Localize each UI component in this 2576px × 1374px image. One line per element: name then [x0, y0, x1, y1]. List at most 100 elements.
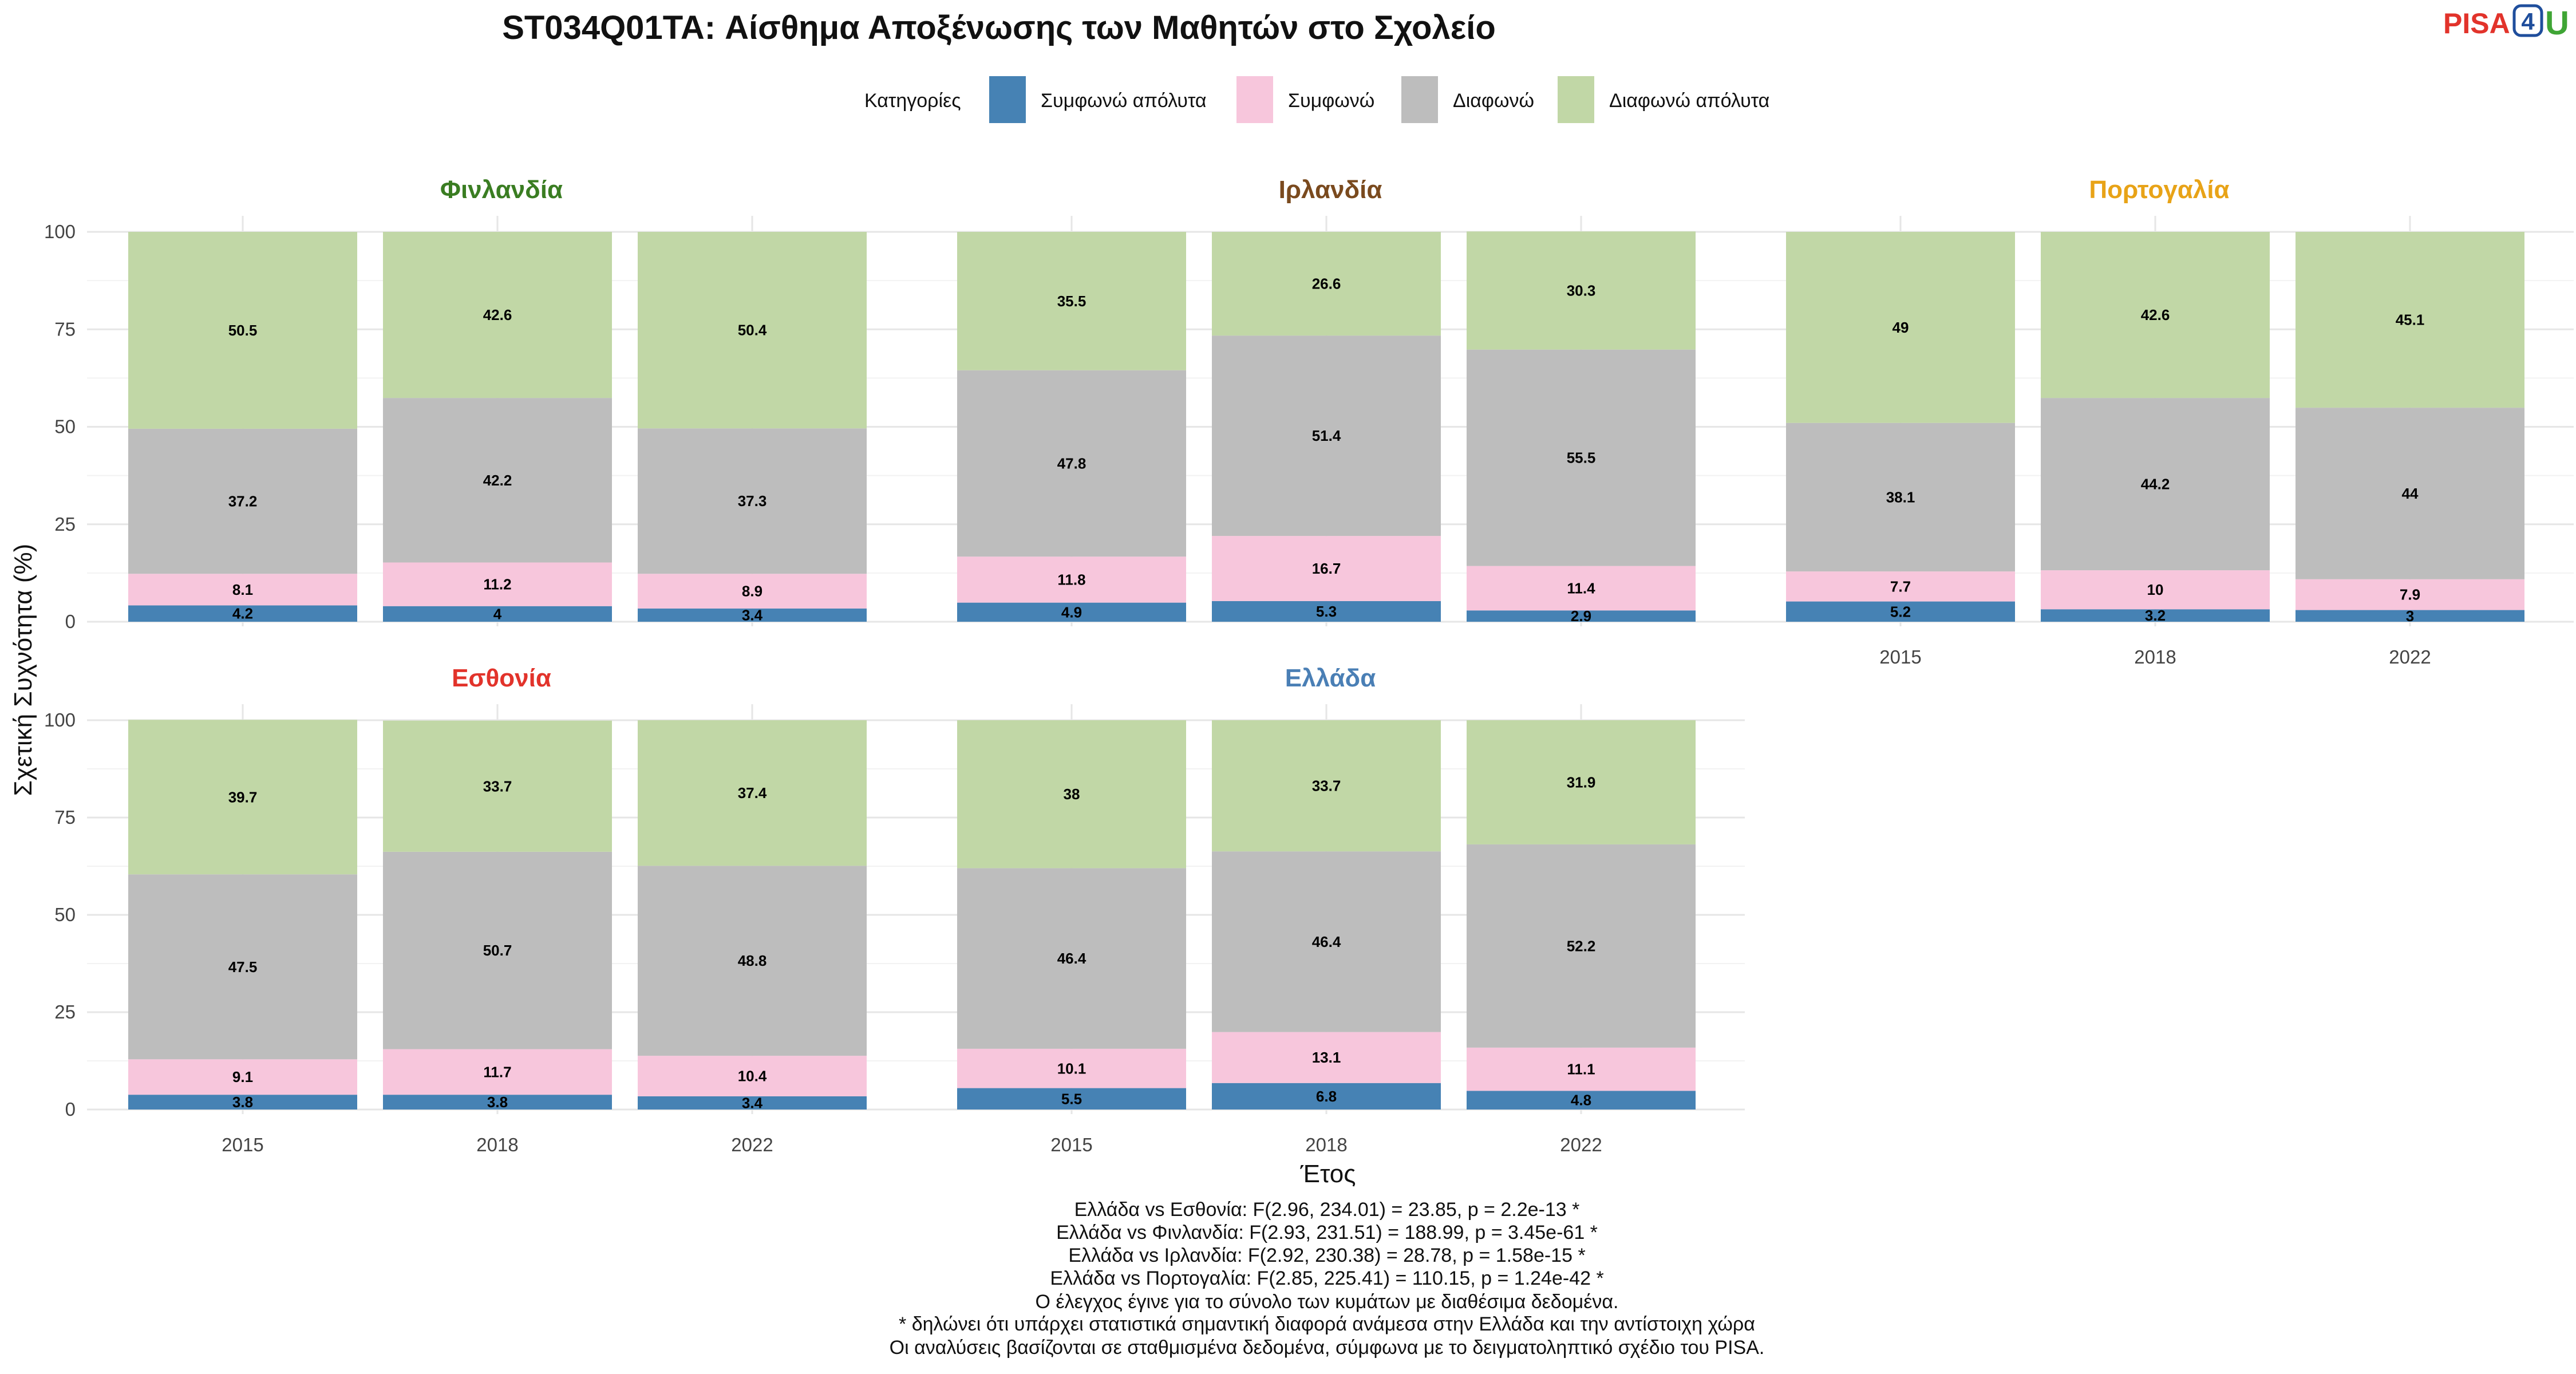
bar-label-2-2018-3: 51.4 [1312, 427, 1341, 444]
annotation-2: Ελλάδα vs Φινλανδία: F(2.93, 231.51) = 1… [1056, 1222, 1598, 1243]
logo-4-text: 4 [2521, 8, 2535, 35]
bar-segment-5-2022-2 [1467, 1047, 1696, 1091]
y-tick-label-4-2: 25 [54, 1001, 76, 1022]
bar-segment-2-2015-4 [957, 232, 1186, 370]
bar-segment-3-2018-4 [2041, 232, 2270, 398]
bar-segment-2-2018-1 [1212, 601, 1441, 622]
y-tick-label-4-4: 75 [54, 807, 76, 828]
facet-title-2: Ιρλανδία [1279, 176, 1382, 204]
annotation-3: Ελλάδα vs Ιρλανδία: F(2.92, 230.38) = 28… [1068, 1245, 1585, 1266]
bar-segment-4-2015-3 [128, 874, 357, 1060]
annotation-6: * δηλώνει ότι υπάρχει στατιστικά σημαντι… [899, 1313, 1755, 1335]
bar-label-3-2022-2: 7.9 [2400, 586, 2420, 603]
bar-segment-1-2022-3 [638, 428, 867, 574]
bar-segment-5-2015-1 [957, 1088, 1186, 1110]
legend-swatch-1 [989, 76, 1026, 123]
bar-segment-1-2018-2 [383, 562, 612, 606]
y-axis-title: Σχετική Συχνότητα (%) [9, 544, 37, 796]
bar-label-4-2018-1: 3.8 [487, 1093, 508, 1111]
bar-segment-5-2018-4 [1212, 720, 1441, 852]
bar-label-5-2018-1: 6.8 [1316, 1088, 1337, 1105]
bar-segment-2-2018-2 [1212, 536, 1441, 601]
bar-segment-3-2022-2 [2296, 579, 2524, 610]
bar-segment-3-2022-3 [2296, 408, 2524, 579]
bar-label-4-2022-1: 3.4 [742, 1094, 763, 1111]
x-tick-label-5-2: 2018 [1305, 1134, 1347, 1155]
y-tick-label-4-3: 50 [54, 904, 76, 925]
bar-label-3-2015-2: 7.7 [1890, 578, 1911, 595]
bar-segment-4-2018-2 [383, 1049, 612, 1095]
bar-segment-1-2018-3 [383, 398, 612, 563]
legend-swatch-4 [1558, 76, 1594, 123]
bar-segment-2-2022-1 [1467, 610, 1696, 622]
x-tick-label-3-2: 2018 [2134, 646, 2176, 668]
bar-segment-4-2022-3 [638, 866, 867, 1056]
bar-segment-3-2018-2 [2041, 570, 2270, 610]
legend-title: Κατηγορίες [864, 90, 961, 112]
bar-label-1-2022-2: 8.9 [742, 583, 762, 600]
bar-label-2-2022-4: 30.3 [1567, 282, 1596, 299]
bar-label-4-2022-3: 48.8 [738, 952, 767, 969]
bar-segment-1-2015-2 [128, 574, 357, 606]
bar-label-3-2022-1: 3 [2406, 607, 2414, 625]
bar-label-2-2015-2: 11.8 [1057, 571, 1085, 588]
bar-label-1-2022-4: 50.4 [738, 322, 767, 339]
legend-label-1: Συμφωνώ απόλυτα [1041, 90, 1207, 112]
logo-u-text: U [2545, 5, 2569, 42]
bar-label-4-2015-3: 47.5 [228, 958, 258, 976]
bar-label-2-2018-2: 16.7 [1312, 560, 1341, 577]
bar-label-4-2018-4: 33.7 [483, 777, 512, 795]
bar-label-5-2018-3: 46.4 [1312, 933, 1341, 950]
bar-segment-4-2015-1 [128, 1095, 357, 1110]
bar-label-2-2022-3: 55.5 [1567, 449, 1596, 467]
y-tick-label-1-3: 50 [54, 416, 76, 437]
legend-label-3: Διαφωνώ [1453, 90, 1534, 112]
x-tick-label-5-1: 2015 [1050, 1134, 1092, 1155]
bar-segment-4-2022-1 [638, 1096, 867, 1110]
bar-label-3-2015-3: 38.1 [1886, 488, 1915, 506]
bar-label-1-2022-1: 3.4 [742, 606, 763, 623]
bar-segment-3-2015-2 [1786, 571, 2015, 602]
bar-label-5-2018-2: 13.1 [1312, 1049, 1341, 1066]
facet-title-3: Πορτογαλία [2089, 176, 2229, 204]
bar-segment-5-2022-3 [1467, 844, 1696, 1048]
bar-segment-3-2022-1 [2296, 610, 2524, 622]
bar-segment-5-2018-3 [1212, 851, 1441, 1032]
bar-segment-1-2022-4 [638, 232, 867, 429]
bar-label-1-2015-3: 37.2 [228, 493, 258, 510]
y-tick-label-1-5: 100 [44, 221, 76, 242]
bar-label-1-2015-4: 50.5 [228, 322, 258, 339]
bar-segment-4-2022-2 [638, 1056, 867, 1096]
bar-label-1-2018-1: 4 [493, 605, 502, 622]
bar-label-1-2015-1: 4.2 [232, 605, 253, 622]
bar-segment-2-2015-1 [957, 602, 1186, 622]
bar-label-1-2018-2: 11.2 [483, 576, 511, 593]
bar-segment-1-2015-1 [128, 605, 357, 622]
bar-segment-3-2015-4 [1786, 232, 2015, 423]
bar-label-3-2022-3: 44 [2402, 485, 2419, 502]
y-tick-label-1-4: 75 [54, 318, 76, 339]
bar-segment-5-2018-1 [1212, 1083, 1441, 1110]
bar-segment-2-2022-4 [1467, 231, 1696, 350]
bar-label-2-2015-1: 4.9 [1061, 603, 1082, 621]
bar-label-4-2018-3: 50.7 [483, 942, 512, 959]
logo-4-box [2512, 4, 2543, 37]
bar-label-5-2015-1: 5.5 [1061, 1090, 1082, 1107]
annotation-7: Οι αναλύσεις βασίζονται σε σταθμισμένα δ… [890, 1337, 1765, 1359]
x-tick-label-4-1: 2015 [222, 1134, 263, 1155]
bar-segment-1-2015-3 [128, 428, 357, 574]
bar-segment-3-2015-3 [1786, 423, 2015, 572]
legend-swatch-3 [1401, 76, 1438, 123]
bar-segment-3-2018-1 [2041, 609, 2270, 622]
x-tick-label-4-2: 2018 [476, 1134, 518, 1155]
bar-segment-2-2018-3 [1212, 335, 1441, 536]
bar-segment-1-2018-4 [383, 232, 612, 398]
bar-segment-5-2015-2 [957, 1048, 1186, 1088]
bar-label-3-2018-2: 10 [2147, 581, 2164, 598]
legend-label-4: Διαφωνώ απόλυτα [1609, 90, 1769, 112]
facet-title-5: Ελλάδα [1285, 664, 1376, 692]
bar-segment-5-2015-3 [957, 868, 1186, 1049]
bar-label-5-2018-4: 33.7 [1312, 777, 1341, 795]
bar-label-1-2018-4: 42.6 [483, 306, 512, 323]
